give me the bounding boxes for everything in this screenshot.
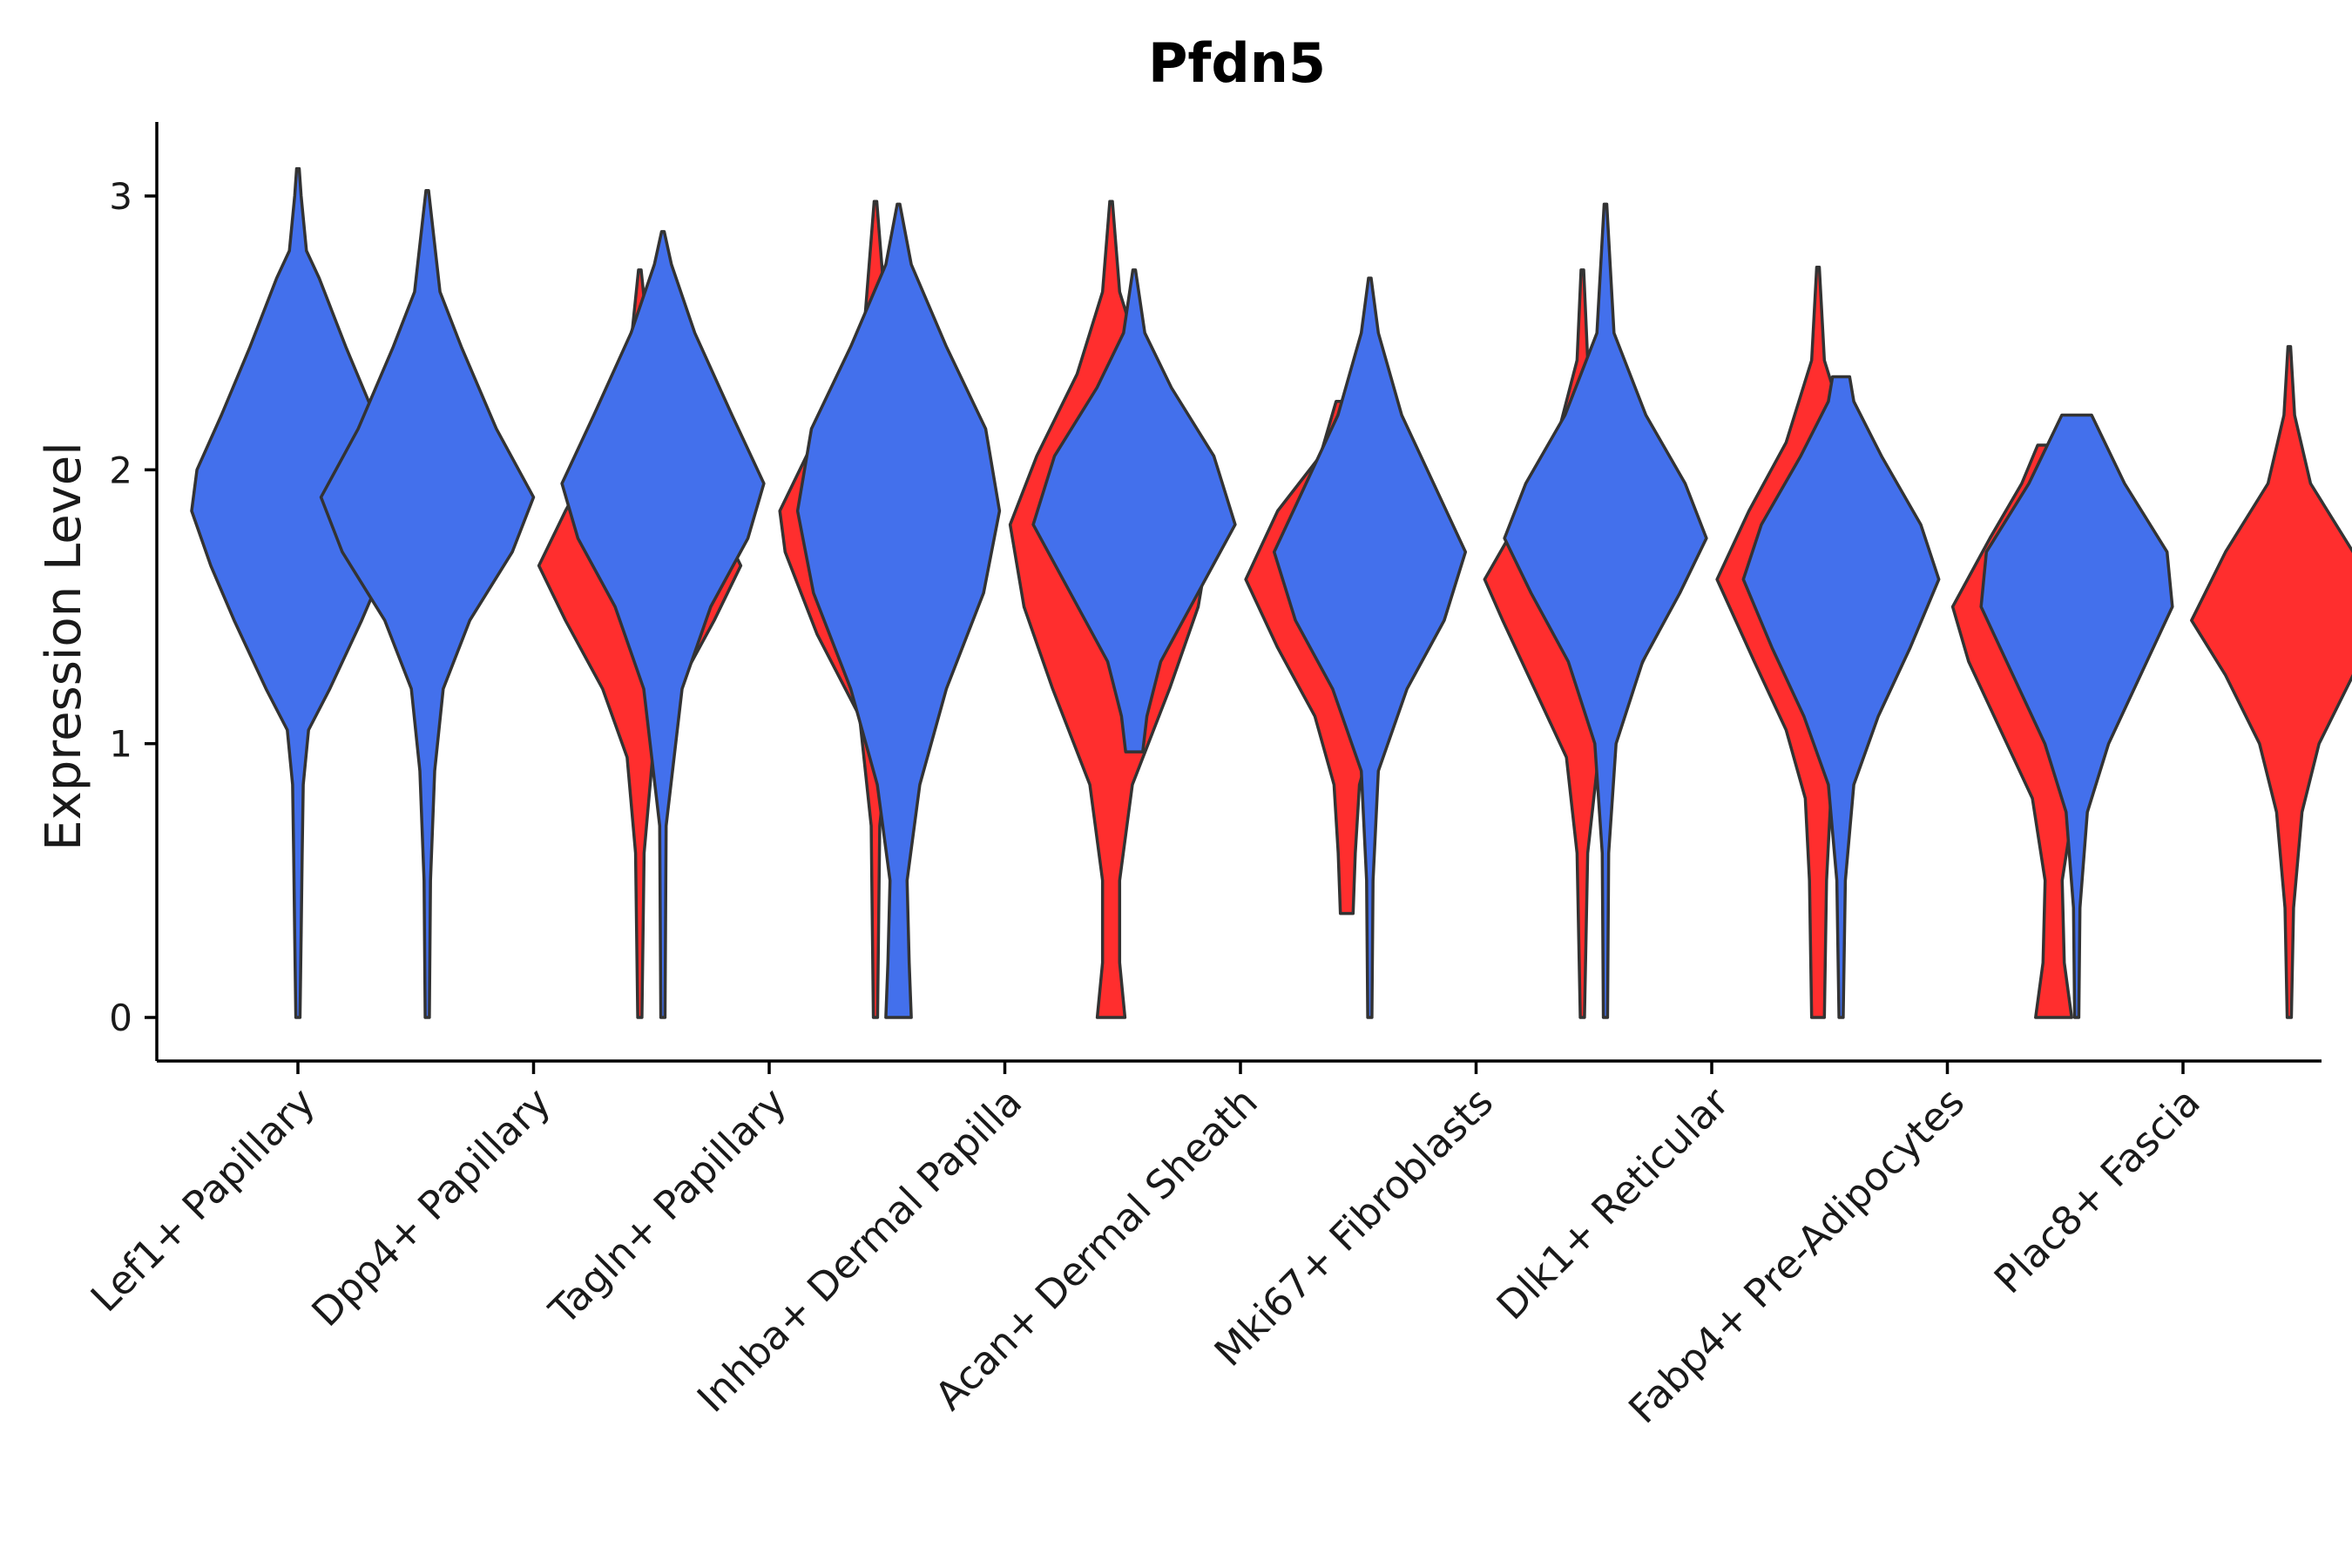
violin-inhba-dermal-papilla-group-0 [795, 202, 1002, 1019]
chart-title: Pfdn5 [1148, 31, 1326, 95]
x-tick-label: Lef1+ Papillary [82, 1078, 324, 1321]
violin-plac8-fascia-group-0 [1979, 413, 2174, 1019]
x-tick-label: Dpp4+ Papillary [302, 1078, 559, 1335]
y-ticks: 0 1 2 3 [109, 175, 157, 1039]
violin-dlk1-reticular-group-0 [1503, 202, 1708, 1019]
x-tick-label: Tagln+ Papillary [540, 1078, 795, 1334]
y-tick-label: 3 [109, 175, 132, 218]
violin-plac8-fascia-group-1 [2190, 345, 2352, 1019]
violin-lef1-papillary-group-0 [190, 166, 406, 1019]
violin-mki67-fibroblasts-group-0 [1272, 276, 1468, 1019]
y-tick-label: 2 [109, 449, 132, 491]
violin-tagln-papillary-group-0 [560, 230, 766, 1019]
y-tick-label: 0 [109, 997, 132, 1039]
violin-fabp4-pre-adipocytes-group-0 [1741, 375, 1941, 1019]
y-tick-label: 1 [109, 723, 132, 766]
x-tick-label: Dlk1+ Reticular [1488, 1078, 1738, 1328]
violin-dpp4-papillary-group-0 [319, 188, 536, 1019]
violin-acan-dermal-sheath-group-0 [1031, 268, 1237, 754]
y-axis-label: Expression Level [36, 442, 92, 851]
violins-layer [190, 166, 2352, 1019]
x-tick-label: Plac8+ Fascia [1985, 1078, 2209, 1302]
